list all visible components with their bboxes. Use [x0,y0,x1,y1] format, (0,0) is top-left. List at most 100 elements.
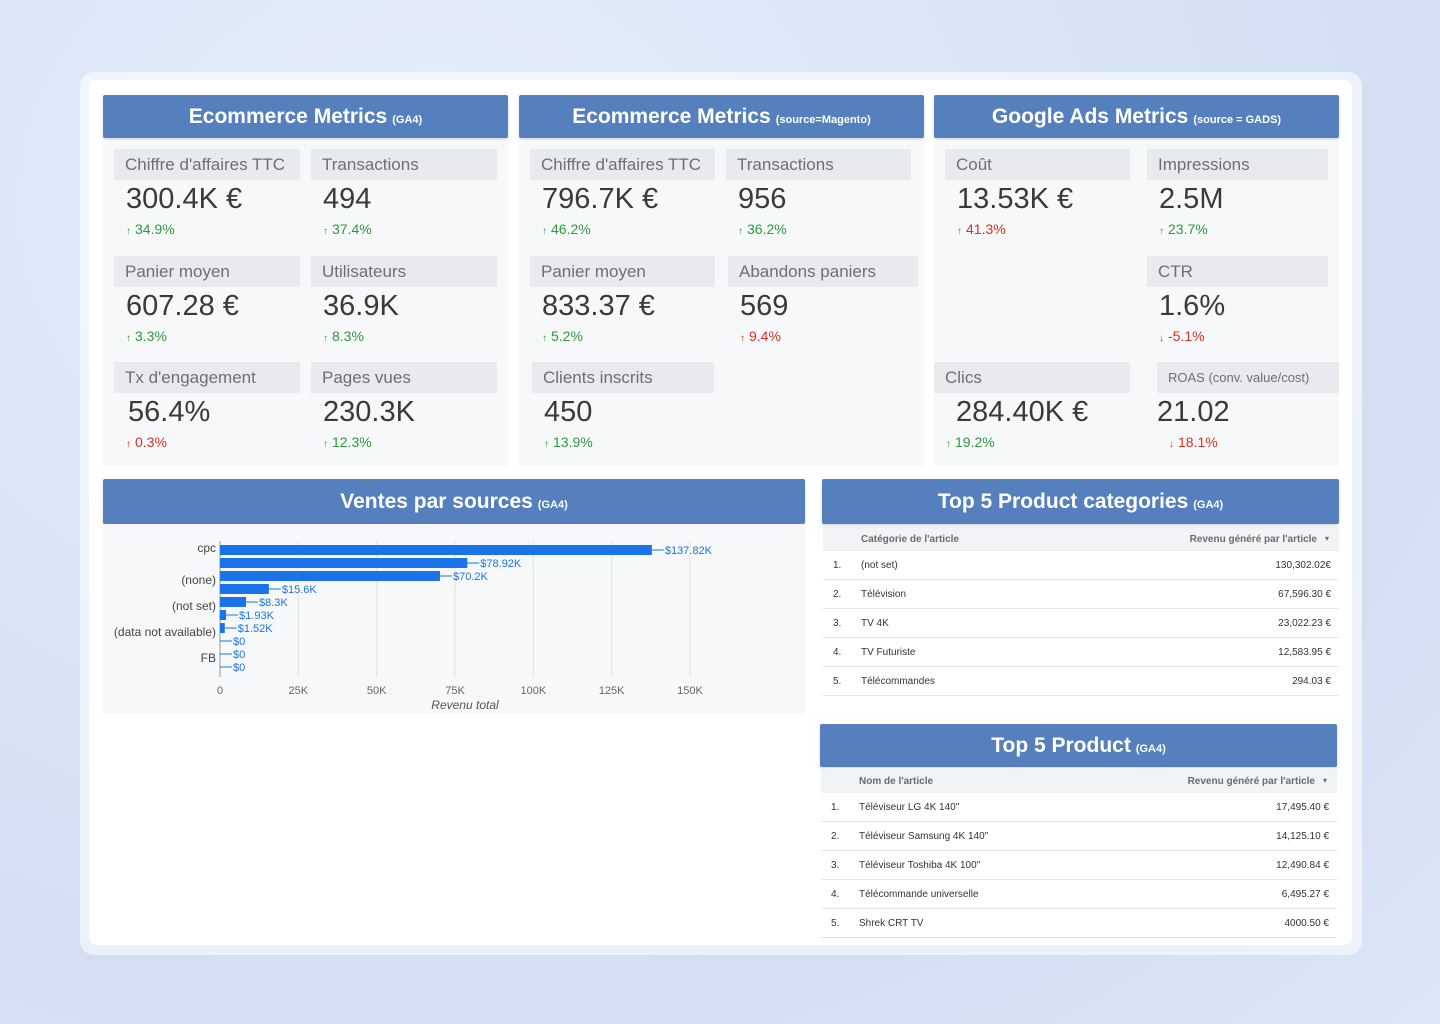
metric-card: Impressions 2.5M ↑ 23.7% [1147,149,1328,244]
metric-delta-value: 8.3% [332,328,364,344]
metric-label: Tx d'engagement [114,362,300,393]
metric-card: Tx d'engagement 56.4% ↑ 0.3% [114,362,300,457]
metric-delta: ↑ 5.2% [542,328,583,344]
column-header-sorted[interactable]: Revenu généré par l'article [1187,776,1315,787]
table-row[interactable]: 1. Téléviseur LG 4K 140" 17,495.40 € [821,793,1337,822]
metric-delta-value: 37.4% [332,221,372,237]
metric-delta: ↑ 12.3% [323,434,372,450]
metric-delta-value: 12.3% [332,434,372,450]
metric-card: Chiffre d'affaires TTC 796.7K € ↑ 46.2% [530,149,715,244]
table-row[interactable]: 5. Télécommandes 294.03 € [823,667,1339,696]
data-label: $78.92K [480,558,522,570]
x-tick-label: 75K [445,685,465,697]
metric-label: Utilisateurs [311,256,497,287]
row-name: Télécommandes [861,676,935,687]
table-row[interactable]: 2. Téléviseur Samsung 4K 140" 14,125.10 € [821,822,1337,851]
data-label: $1.93K [239,610,275,622]
arrow-down-icon: ↓ [1169,439,1174,450]
metric-label: Impressions [1147,149,1328,180]
row-revenue: 17,495.40 € [1276,802,1329,813]
arrow-up-icon: ↑ [946,439,951,450]
table-row[interactable]: 1. (not set) 130,302.02€ [823,551,1339,580]
category-label: (data not available) [114,625,216,639]
column-header[interactable]: Nom de l'article [859,776,934,787]
data-label: $137.82K [665,545,713,557]
metric-delta-value: 41.3% [966,221,1006,237]
section-subtitle: (GA4) [1193,498,1224,511]
metric-delta: ↑ 36.2% [738,221,787,237]
metric-delta-value: 23.7% [1168,221,1208,237]
data-label: $70.2K [453,571,489,583]
metric-delta: ↑ 34.9% [126,221,175,237]
table-row[interactable]: 3. Téléviseur Toshiba 4K 100" 12,490.84 € [821,851,1337,880]
row-name: (not set) [861,560,898,571]
sort-desc-icon[interactable]: ▾ [1322,776,1327,785]
row-index: 4. [831,889,840,900]
metric-label: CTR [1147,256,1328,287]
arrow-up-icon: ↑ [126,439,131,450]
row-revenue: 12,583.95 € [1278,647,1331,658]
sort-desc-icon[interactable]: ▾ [1324,534,1329,543]
metric-card: Pages vues 230.3K ↑ 12.3% [311,362,497,457]
metric-value: 569 [740,290,789,322]
row-revenue: 23,022.23 € [1278,618,1331,629]
metric-card: Panier moyen 607.28 € ↑ 3.3% [114,256,300,351]
arrow-up-icon: ↑ [738,226,743,237]
metric-delta: ↑ 37.4% [323,221,372,237]
metric-label: Pages vues [311,362,497,393]
metric-label: Clics [934,362,1130,393]
table-row[interactable]: 3. TV 4K 23,022.23 € [823,609,1339,638]
metric-delta-value: 13.9% [553,434,593,450]
table-row[interactable]: 4. Télécommande universelle 6,495.27 € [821,880,1337,909]
data-label: $15.6K [282,584,318,596]
metric-value: 833.37 € [542,290,655,322]
metric-label: Panier moyen [530,256,715,287]
ga4-metrics-header: Ecommerce Metrics (GA4) [103,95,508,138]
table-row[interactable]: 5. Shrek CRT TV 4000.50 € [821,909,1337,938]
metric-value: 494 [323,183,372,215]
data-label: $0 [233,649,245,661]
section-subtitle: (GA4) [537,498,568,511]
x-tick-label: 125K [599,685,625,697]
metric-value: 300.4K € [126,183,243,215]
metric-delta-value: 9.4% [749,328,781,344]
category-label: FB [201,651,216,665]
data-label: $0 [233,662,245,674]
metric-label: Transactions [726,149,911,180]
metric-delta-value: 36.2% [747,221,787,237]
section-title: Google Ads Metrics [991,104,1189,128]
table-row[interactable]: 2. Télévision 67,596.30 € [823,580,1339,609]
metric-card: Clics 284.40K € ↑ 19.2% [934,362,1130,457]
top-categories-header: Top 5 Product categories (GA4) [822,479,1339,524]
x-tick-label: 100K [520,685,546,697]
arrow-up-icon: ↑ [323,333,328,344]
metric-label: Panier moyen [114,256,300,287]
column-header[interactable]: Catégorie de l'article [861,534,959,545]
row-revenue: 130,302.02€ [1275,560,1331,571]
metric-delta: ↑ 0.3% [126,434,167,450]
row-name: TV Futuriste [861,647,916,658]
metric-label: Coût [945,149,1130,180]
column-header-sorted[interactable]: Revenu généré par l'article [1189,534,1317,545]
ventes-chart-container: 0 25K 50K 75K 100K 125K 150K $137.82K cpc $78.92K… [103,524,805,714]
metric-delta: ↓ -5.1% [1159,328,1205,344]
section-title: Top 5 Product [991,733,1131,757]
metric-delta-value: -5.1% [1168,328,1205,344]
metric-value: 284.40K € [956,396,1089,428]
metric-value: 2.5M [1159,183,1224,215]
section-subtitle: (GA4) [392,113,423,126]
metric-delta: ↑ 13.9% [544,434,593,450]
x-axis-title: Revenu total [431,698,499,712]
row-revenue: 14,125.10 € [1276,831,1329,842]
arrow-up-icon: ↑ [323,226,328,237]
metric-delta-value: 18.1% [1178,434,1218,450]
magento-panel [519,140,924,466]
table-row[interactable]: 4. TV Futuriste 12,583.95 € [823,638,1339,667]
row-revenue: 12,490.84 € [1276,860,1329,871]
metric-card: ROAS (conv. value/cost) 21.02 ↓ 18.1% [1157,362,1339,457]
arrow-up-icon: ↑ [542,333,547,344]
row-name: Shrek CRT TV [859,918,924,929]
ga4-panel [103,140,508,466]
row-index: 2. [831,831,840,842]
magento-metrics-header: Ecommerce Metrics (source=Magento) [519,95,924,138]
